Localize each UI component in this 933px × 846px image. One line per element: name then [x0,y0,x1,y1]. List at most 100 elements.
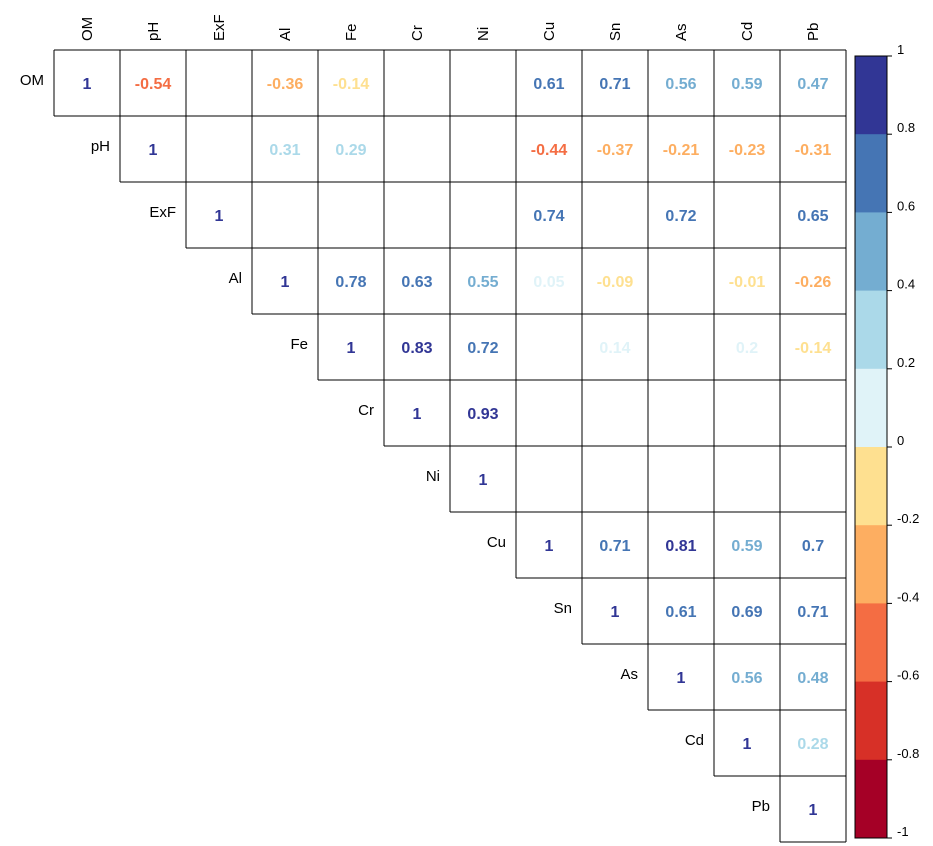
cell-value-cd-cd: 1 [743,736,752,753]
cell-value-om-fe: -0.14 [333,76,370,93]
cell-value-sn-cd: 0.69 [731,604,762,621]
cell-value-ni-ni: 1 [479,472,488,489]
cell-value-om-ph: -0.54 [135,76,172,93]
correlation-cells: 1 -0.54 -0.36 -0.14 0.61 0.71 0.56 0.59 0.471 0.3… [53,49,847,843]
cell-value-fe-cd: 0.2 [736,340,758,357]
legend-swatch [855,56,887,135]
cell-value-sn-sn: 1 [611,604,620,621]
row-header-labels: OM pH ExF Al Fe Cr Ni Cu Sn As Cd Pb [20,72,770,815]
cell-value-exf-cu: 0.74 [533,208,564,225]
legend-tick-label: -0.6 [897,668,919,683]
legend-tick-label: -0.8 [897,746,919,761]
cell-value-fe-fe: 1 [347,340,356,357]
row-label-as: As [620,666,638,683]
cell-value-ph-cd: -0.23 [729,142,766,159]
cell-value-fe-sn: 0.14 [599,340,630,357]
cell-value-om-cu: 0.61 [533,76,564,93]
legend-swatch [855,290,887,370]
cell-value-om-as: 0.56 [665,76,696,93]
legend-swatch [855,447,887,526]
row-label-sn: Sn [554,600,572,617]
cell-value-al-ni: 0.55 [467,274,498,291]
col-label-ph: pH [145,22,162,41]
cell-value-as-as: 1 [677,670,686,687]
cell-value-pb-pb: 1 [809,802,818,819]
col-label-al: Al [277,28,294,41]
col-label-as: As [673,23,690,41]
col-label-ni: Ni [475,27,492,41]
cell-value-om-al: -0.36 [267,76,304,93]
cell-value-fe-pb: -0.14 [795,340,832,357]
row-label-ni: Ni [426,468,440,485]
legend-tick-label: 0.6 [897,198,915,213]
cell-value-ph-cu: -0.44 [531,142,568,159]
cell-value-as-pb: 0.48 [797,670,828,687]
cell-value-cr-cr: 1 [413,406,422,423]
row-label-al: Al [229,270,242,287]
legend-swatch [855,759,887,839]
col-label-sn: Sn [607,23,624,41]
cell-value-as-cd: 0.56 [731,670,762,687]
legend-swatch [855,681,887,761]
legend-tick-label: -1 [897,824,909,839]
col-label-cr: Cr [409,25,426,41]
legend-tick-label: -0.4 [897,589,919,604]
grid-lines [53,49,847,843]
cell-value-ph-fe: 0.29 [335,142,366,159]
cell-value-cu-as: 0.81 [665,538,696,555]
cell-value-cu-cd: 0.59 [731,538,762,555]
row-label-fe: Fe [290,336,308,353]
cell-value-om-om: 1 [83,76,92,93]
cell-value-al-pb: -0.26 [795,274,832,291]
legend-tick-label: 0.8 [897,120,915,135]
cell-value-ph-pb: -0.31 [795,142,832,159]
legend-tick-label: 1 [897,42,904,57]
cell-value-exf-as: 0.72 [665,208,696,225]
cell-value-cu-cu: 1 [545,538,554,555]
legend-swatch [855,603,887,683]
cell-value-ph-al: 0.31 [269,142,300,159]
row-label-cr: Cr [358,402,374,419]
legend-tick-label: -0.2 [897,511,919,526]
legend-tick-label: 0.4 [897,277,915,292]
row-label-cu: Cu [487,534,506,551]
cell-value-al-cd: -0.01 [729,274,766,291]
cell-value-exf-pb: 0.65 [797,208,828,225]
cell-value-sn-pb: 0.71 [797,604,828,621]
row-label-exf: ExF [149,204,176,221]
legend-swatch [855,212,887,292]
cell-value-om-sn: 0.71 [599,76,630,93]
row-label-ph: pH [91,138,110,155]
cell-value-exf-exf: 1 [215,208,224,225]
col-label-cu: Cu [541,22,558,41]
cell-value-fe-ni: 0.72 [467,340,498,357]
cell-value-ph-as: -0.21 [663,142,700,159]
color-legend: 1 0.8 0.6 0.4 0.2 0 -0.2 -0.4 -0.6 -0.8 -1 [854,42,919,839]
legend-tick-label: 0 [897,433,904,448]
col-label-fe: Fe [343,23,360,41]
cell-value-cu-pb: 0.7 [802,538,824,555]
row-label-om: OM [20,72,44,89]
col-label-exf: ExF [211,14,228,41]
cell-value-ph-ph: 1 [149,142,158,159]
row-label-cd: Cd [685,732,704,749]
col-label-om: OM [79,17,96,41]
row-label-pb: Pb [752,798,770,815]
cell-value-al-sn: -0.09 [597,274,634,291]
column-header-labels: OM pH ExF Al Fe Cr Ni Cu Sn As Cd Pb [79,14,822,41]
cell-value-al-fe: 0.78 [335,274,366,291]
cell-value-cu-sn: 0.71 [599,538,630,555]
cell-value-al-al: 1 [281,274,290,291]
legend-swatch [855,134,887,213]
legend-swatch [855,368,887,448]
cell-value-cr-ni: 0.93 [467,406,498,423]
col-label-cd: Cd [739,22,756,41]
legend-tick-label: 0.2 [897,355,915,370]
cell-value-cd-pb: 0.28 [797,736,828,753]
legend-swatch [855,525,887,604]
cell-value-sn-as: 0.61 [665,604,696,621]
cell-value-om-pb: 0.47 [797,76,828,93]
cell-value-al-cu: 0.05 [533,274,564,291]
col-label-pb: Pb [805,23,822,41]
